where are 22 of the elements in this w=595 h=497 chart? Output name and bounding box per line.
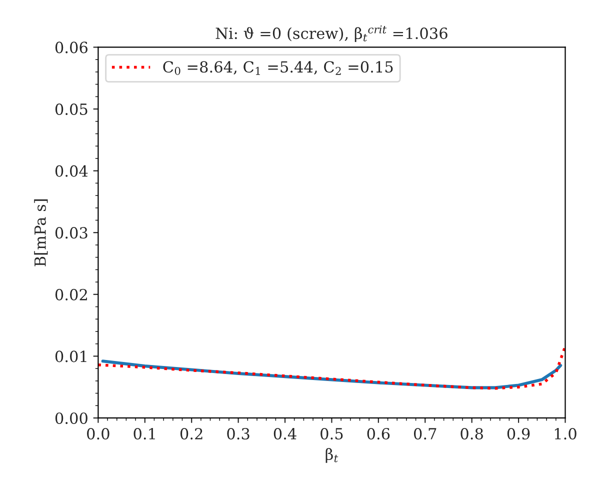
x-tick-label: 0.7 (414, 428, 436, 440)
x-tick-label: 0.5 (320, 428, 343, 440)
x-tick-label: 0.4 (274, 428, 296, 440)
x-tick-label: 0.1 (134, 428, 155, 440)
x-tick-label: 0.6 (367, 428, 390, 440)
y-axis-title: B[mPa s] (34, 199, 48, 266)
x-tick-label: 1.0 (554, 428, 576, 440)
legend-label: C$_{0}$ =8.64, C$_{1}$ =5.44, C$_{2}$ =0.15 (163, 61, 393, 75)
y-tick-label: 0.00 (55, 412, 88, 424)
y-tick-label: 0.05 (55, 103, 88, 116)
x-tick-label: 0.9 (507, 428, 530, 440)
chart-title: Ni: ϑ =0 (screw), β$_{t}$$^{crit}$ =1.036 (216, 25, 448, 42)
y-tick-label: 0.02 (55, 288, 87, 300)
x-tick-label: 0.3 (227, 428, 250, 440)
x-tick-label: 0.0 (87, 428, 110, 440)
x-axis-title: β$_{t}$ (326, 448, 338, 463)
y-tick-label: 0.06 (55, 42, 88, 54)
y-tick-label: 0.03 (55, 227, 88, 239)
y-tick-label: 0.04 (55, 165, 88, 177)
y-tick-label: 0.01 (55, 350, 86, 362)
x-tick-label: 0.2 (180, 428, 202, 440)
x-tick-label: 0.8 (460, 428, 483, 440)
